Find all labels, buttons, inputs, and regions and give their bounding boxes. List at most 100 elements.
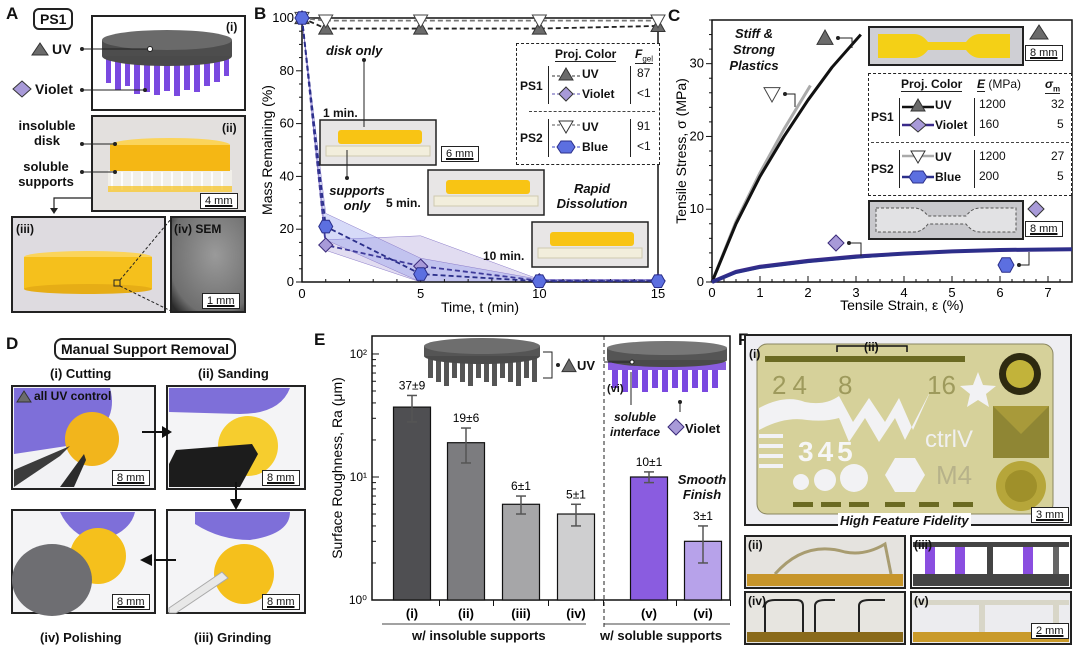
label: Blue [935,170,962,184]
data-point-ps2-blue [413,267,429,281]
curve-ps2-blue [711,247,1073,284]
bar-value-label: 3±1 [693,509,713,523]
diamond-icon [902,117,934,133]
modulus-value: 1200 [979,97,1006,111]
diamond-icon [1027,200,1045,223]
panel-letter-f: F [738,330,749,349]
y-axis-label: Mass Remaining (%) [259,85,275,215]
card-text-24: 24 [772,370,813,400]
card-text-16: 16 [927,370,956,400]
scalebar-d-ii: 8 mm [262,470,300,486]
time-10min-label: 10 min. [483,249,525,263]
strength-value: 27 [1051,149,1065,163]
group-label-insoluble: w/ insoluble supports [412,628,546,643]
violet-annotation: Violet [685,421,721,436]
y-tick-label: 20 [690,128,704,143]
bar-value-label: 10±1 [636,455,663,469]
label: Violet [582,87,615,101]
panel-letter-a: A [6,4,19,23]
supports-only-label: supports only [329,183,385,213]
x-tick-label: 1 [756,285,763,300]
curve-marker-ps1-violet [827,234,845,252]
support-pillar [524,358,529,378]
step-sanding-label: (ii) Sanding [198,366,269,381]
step-polishing-label: (iv) Polishing [40,630,122,645]
label-f-ii: (ii) [748,538,763,552]
legend-b: Proj. Color Fgel PS1 PS2 UV 87 Violet <1… [516,43,660,165]
leader-dot [1017,263,1021,267]
support-pillar [476,358,481,378]
sigma-subscript: m [1052,84,1061,94]
curve-marker-ps1-uv [816,28,834,45]
high-feature-fidelity-label: High Feature Fidelity [838,513,971,528]
support-pillar [652,366,658,388]
scalebar-iv: 1 mm [202,293,240,309]
legend-c-col-modulus: E (MPa) [977,77,1021,92]
modulus-value: 1200 [979,149,1006,163]
x-tick-label: 5 [948,285,955,300]
x-axis-label: Tensile Strain, ε (%) [840,297,964,313]
inverted-triangle-icon [552,120,580,134]
annotation-dot [345,176,349,180]
x-tick-label: 0 [298,286,305,301]
leader-line [838,37,853,48]
data-point-ps2-blue [318,219,334,234]
insoluble-disk-label: insoluble disk [18,118,76,148]
uv-marker [561,357,577,373]
all-uv-control-label: all UV control [16,389,111,403]
panel-letter-b: B [254,4,267,23]
bar-1 [392,406,432,601]
label-f-iii: (iii) [914,538,932,552]
fgel-value: <1 [637,86,651,100]
bar-value-label: 37±9 [399,378,426,392]
legend-c-row-ps1-uv: UV [902,97,952,113]
y-tick-label: 0 [287,274,294,289]
support-pillar [500,358,505,378]
panel-letter-d: D [6,334,19,353]
triangle-icon [16,389,32,402]
vi-annotation: (vi) [607,383,624,395]
chart-b: 0 5 10 15 0 20 40 60 80 100 Time, t (min) Mass Rema… [259,9,666,315]
disk-top [424,338,540,354]
panel-a-graphics [11,15,246,313]
y-tick-label: 10 [690,201,704,216]
plot-frame-e [371,335,731,601]
diamond-icon [12,80,32,98]
support-pillar [712,366,718,388]
legend-c-group-ps2: PS2 [871,162,894,176]
scalebar-ii: 4 mm [200,193,238,209]
support-pillar [508,358,513,382]
y-tick-label: 0 [697,274,704,289]
label: UV [935,98,952,112]
x-tick-label: 3 [852,285,859,300]
panel-letter-c: C [668,6,681,25]
photo-dogbone-uv [868,26,1024,66]
panel-d-photos [11,385,306,616]
dogbone-image [875,207,1017,233]
strength-value: 32 [1051,97,1065,111]
x-tick-label: 7 [1044,285,1051,300]
fgel-value: 91 [637,119,651,133]
y-tick-label: 60 [280,116,294,131]
support-pillar [484,358,489,382]
bar-2 [446,442,486,601]
card-text-m4: M4 [936,460,973,490]
support-pillar [436,358,441,382]
triangle-icon [31,42,49,56]
label: UV [935,150,952,164]
leader-dot [847,241,851,245]
disk-top [607,341,727,355]
leader-dot [678,400,682,404]
category-label: (v) [641,606,657,621]
legend-b-col-proj-color: Proj. Color [555,47,617,62]
legend-b-group-ps1: PS1 [520,79,543,93]
category-label: (iii) [511,606,531,621]
legend-uv-label: UV [52,41,72,57]
triangle-icon [552,67,580,81]
support-pillar [428,358,433,378]
data-point-ps2-uv [650,14,666,29]
modulus-value: 200 [979,169,1000,183]
data-point-ps2-blue [294,11,310,25]
time-5min-label: 5 min. [386,196,421,210]
